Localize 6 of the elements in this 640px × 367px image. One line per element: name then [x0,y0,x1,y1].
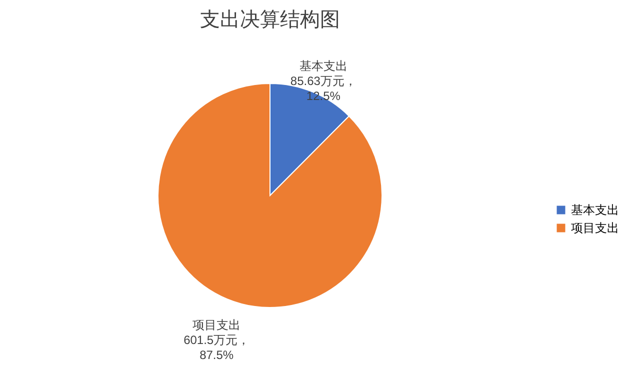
data-label: 601.5万元， 87.5% [184,332,250,362]
slice-label: 基本支出 [299,59,348,74]
legend-label: 项目支出 [571,221,619,235]
legend-label: 基本支出 [571,203,619,217]
chart-title: 支出决算结构图 [200,9,340,31]
slice-label: 项目支出 [192,318,241,332]
